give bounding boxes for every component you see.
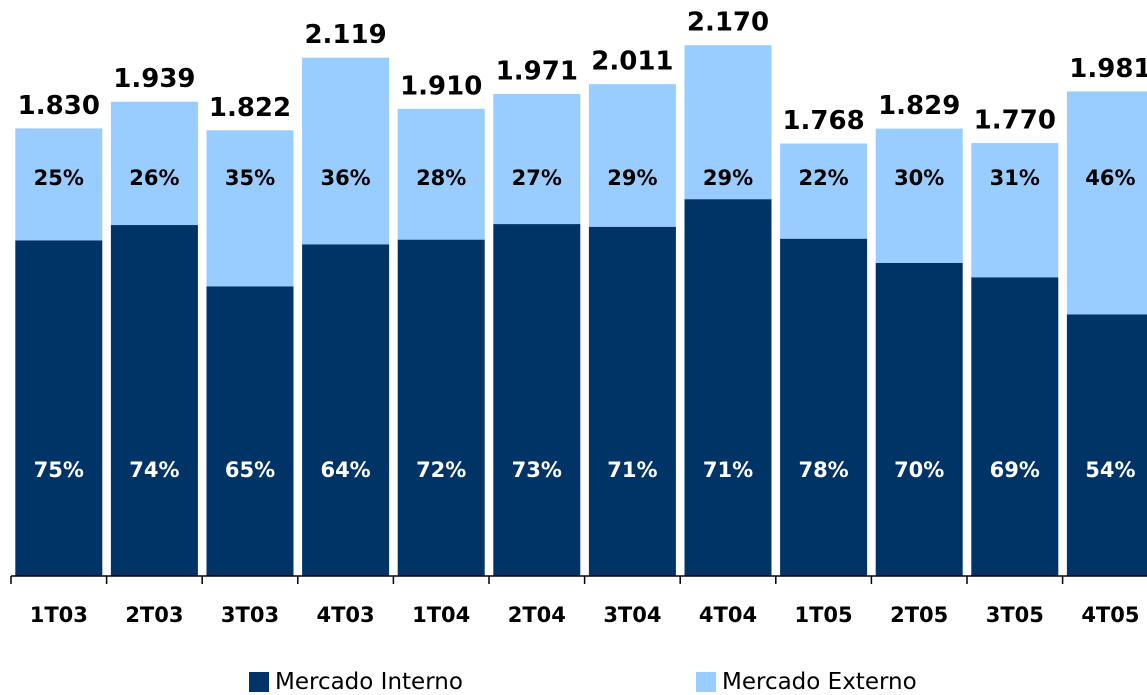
total-label-2t04: 1.971 [496,56,578,86]
total-label-3t03: 1.822 [209,93,291,123]
bar-mercado-externo-1t03 [15,128,103,241]
label-externo-4t05: 46% [1085,166,1135,190]
bar-mercado-interno-3t03 [206,286,294,576]
x-tick-label-2t03: 2T03 [125,603,183,627]
bar-mercado-interno-3t05 [971,277,1059,576]
label-interno-4t04: 71% [703,458,753,482]
label-interno-3t04: 71% [607,458,657,482]
x-tick-label-4t04: 4T04 [699,603,757,627]
label-interno-4t05: 54% [1085,458,1135,482]
bar-mercado-interno-2t05 [875,262,963,576]
bar-mercado-externo-1t05 [780,143,868,239]
x-tick-label-1t04: 1T04 [412,603,470,627]
bar-mercado-interno-3t04 [588,226,676,576]
label-interno-1t05: 78% [798,458,848,482]
label-interno-3t05: 69% [990,458,1040,482]
bar-mercado-interno-4t03 [302,244,390,576]
legend-label-mercado-externo: Mercado Externo [722,668,917,695]
bar-mercado-interno-4t04 [684,199,772,576]
x-tick-label-2t04: 2T04 [508,603,566,627]
total-label-1t05: 1.768 [782,106,864,136]
bar-mercado-externo-1t04 [397,108,485,240]
x-tick-label-3t04: 3T04 [603,603,661,627]
bar-mercado-interno-1t05 [780,238,868,576]
bar-mercado-interno-2t03 [110,225,198,576]
total-label-2t03: 1.939 [113,64,195,94]
label-externo-1t05: 22% [798,166,848,190]
bar-mercado-externo-2t04 [493,93,581,225]
label-externo-2t03: 26% [129,166,179,190]
label-externo-2t04: 27% [512,166,562,190]
label-interno-2t04: 73% [512,458,562,482]
bar-mercado-externo-2t03 [110,101,198,226]
bar-mercado-interno-2t04 [493,224,581,576]
label-interno-2t03: 74% [129,458,179,482]
bar-mercado-externo-4t04 [684,45,772,200]
label-externo-2t05: 30% [894,166,944,190]
total-label-3t05: 1.770 [974,106,1056,136]
total-label-1t04: 1.910 [400,71,482,101]
stacked-bar-chart: 75% 25% 1.830 1T03 74% 26% 1.939 2T03 65% 35% 1.82… [10,8,1147,627]
legend-item-mercado-externo: Mercado Externo [696,668,917,695]
x-tick-label-1t03: 1T03 [30,603,88,627]
legend-item-mercado-interno: Mercado Interno [249,668,463,695]
label-externo-1t04: 28% [416,166,466,190]
total-label-3t04: 2.011 [591,47,673,77]
bar-mercado-interno-4t05 [1066,314,1147,576]
total-label-4t04: 2.170 [687,8,769,38]
label-interno-3t03: 65% [225,458,275,482]
x-tick-label-4t03: 4T03 [317,603,375,627]
bar-mercado-externo-3t03 [206,130,294,287]
bar-mercado-externo-3t04 [588,84,676,227]
label-externo-4t04: 29% [703,166,753,190]
label-externo-3t05: 31% [990,166,1040,190]
label-interno-1t04: 72% [416,458,466,482]
bar-mercado-interno-1t03 [15,240,103,576]
legend-label-mercado-interno: Mercado Interno [275,668,463,695]
bar-mercado-externo-4t05 [1066,91,1147,315]
label-interno-2t05: 70% [894,458,944,482]
x-tick-label-4t05: 4T05 [1081,603,1139,627]
label-externo-3t04: 29% [607,166,657,190]
legend-swatch-mercado-interno [249,671,269,692]
label-interno-1t03: 75% [34,458,84,482]
label-externo-1t03: 25% [34,166,84,190]
total-label-1t03: 1.830 [18,91,100,121]
bar-mercado-externo-3t05 [971,143,1059,278]
label-externo-4t03: 36% [320,166,370,190]
total-label-2t05: 1.829 [878,91,960,121]
bar-mercado-externo-2t05 [875,128,963,263]
x-tick-label-3t03: 3T03 [221,603,279,627]
label-externo-3t03: 35% [225,166,275,190]
x-tick-label-3t05: 3T05 [986,603,1044,627]
label-interno-4t03: 64% [320,458,370,482]
legend-swatch-mercado-externo [696,671,716,692]
total-label-4t03: 2.119 [304,20,386,50]
bar-mercado-interno-1t04 [397,239,485,576]
x-tick-label-1t05: 1T05 [795,603,853,627]
x-tick-label-2t05: 2T05 [890,603,948,627]
bar-mercado-externo-4t03 [302,57,390,245]
total-label-4t05: 1.981 [1069,54,1147,84]
